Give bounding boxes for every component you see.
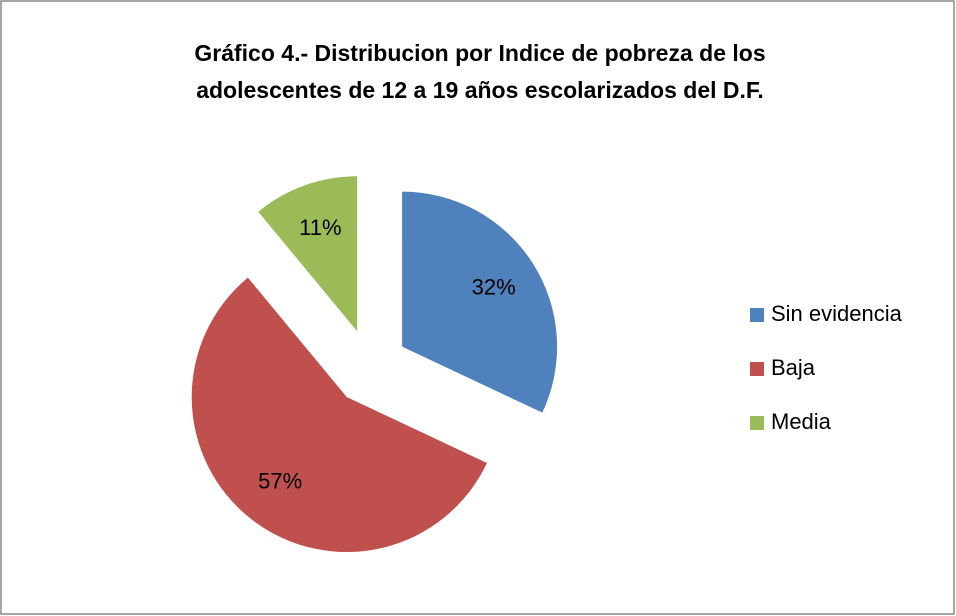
legend-swatch [750, 362, 764, 376]
pie-slice [191, 277, 487, 553]
legend-label: Baja [771, 355, 816, 380]
legend-label: Media [771, 409, 832, 434]
legend-swatch [750, 416, 764, 430]
data-label: 32% [472, 274, 516, 299]
pie-slice [258, 176, 358, 332]
chart-title: Gráfico 4.- Distribucion por Indice de p… [194, 40, 765, 66]
data-label: 11% [299, 215, 341, 240]
pie-slice [402, 191, 558, 413]
chart-title: adolescentes de 12 a 19 años escolarizad… [196, 77, 764, 103]
legend-label: Sin evidencia [771, 301, 903, 326]
data-label: 57% [258, 469, 302, 494]
legend-swatch [750, 308, 764, 322]
